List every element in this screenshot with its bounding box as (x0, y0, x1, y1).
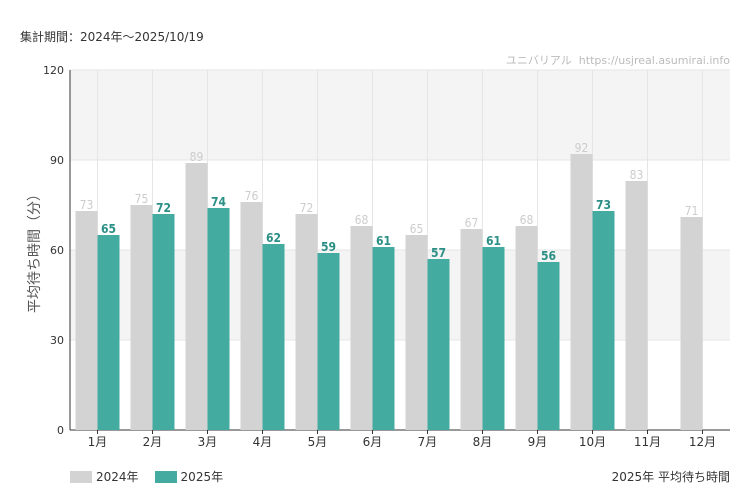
data-label: 83 (630, 168, 644, 182)
x-tick-label: 6月 (363, 435, 383, 449)
bar-2024年-8月 (460, 229, 483, 430)
y-tick-label: 30 (50, 334, 64, 347)
x-tick-label: 12月 (689, 435, 716, 449)
data-label: 74 (211, 195, 227, 209)
legend-swatch-2024 (70, 470, 92, 483)
x-tick-label: 9月 (528, 435, 548, 449)
y-tick-label: 90 (50, 154, 64, 167)
data-label: 89 (190, 150, 204, 164)
bar-2024年-4月 (240, 202, 263, 430)
site-name: ユニバリアル (505, 54, 572, 67)
data-label: 67 (465, 216, 479, 230)
x-tick-label: 7月 (418, 435, 438, 449)
data-label: 65 (101, 222, 116, 236)
site-url: https://usjreal.asumirai.info (578, 54, 730, 67)
legend-swatch-2025 (154, 470, 177, 483)
bar-2024年-5月 (295, 214, 318, 430)
chart-title: 2025年 平均待ち時間 (611, 470, 730, 484)
bar-2025年-9月 (537, 262, 560, 430)
data-label: 72 (156, 201, 171, 215)
plot-band (70, 70, 730, 160)
bar-2024年-6月 (350, 226, 373, 430)
x-tick-label: 4月 (253, 435, 273, 449)
bar-2025年-4月 (262, 244, 285, 430)
bar-2024年-9月 (515, 226, 538, 430)
x-tick-label: 3月 (198, 435, 218, 449)
site-credit: ユニバリアル https://usjreal.asumirai.info (506, 52, 730, 68)
y-tick-label: 120 (43, 64, 64, 77)
x-tick-label: 2月 (143, 435, 163, 449)
bar-2024年-7月 (405, 235, 428, 430)
bar-2024年-11月 (625, 181, 648, 430)
data-label: 62 (266, 231, 281, 245)
legend-label-2025: 2025年 (180, 470, 224, 484)
data-label: 68 (355, 213, 369, 227)
legend: 2024年 2025年 (70, 468, 223, 485)
data-label: 65 (410, 222, 424, 236)
data-label: 75 (135, 192, 149, 206)
data-label: 72 (300, 201, 314, 215)
data-label: 76 (245, 189, 259, 203)
data-label: 92 (575, 141, 589, 155)
bar-2025年-1月 (97, 235, 120, 430)
data-label: 57 (431, 246, 446, 260)
x-tick-label: 1月 (88, 435, 108, 449)
collection-period-text: 集計期間：2024年～2025/10/19 (20, 30, 204, 44)
bar-2024年-3月 (185, 163, 208, 430)
x-tick-label: 10月 (579, 435, 606, 449)
data-label: 68 (520, 213, 534, 227)
bar-2025年-6月 (372, 247, 395, 430)
collection-period: 集計期間：2024年～2025/10/19 (20, 28, 204, 45)
data-label: 59 (321, 240, 336, 254)
data-label: 71 (685, 204, 699, 218)
x-tick-label: 8月 (473, 435, 493, 449)
plot-band (70, 250, 730, 340)
bar-2024年-12月 (680, 217, 703, 430)
legend-item-2024[interactable]: 2024年 (70, 468, 139, 485)
data-label: 56 (541, 249, 556, 263)
bar-2025年-3月 (207, 208, 230, 430)
legend-item-2025[interactable]: 2025年 (154, 468, 224, 485)
bar-2025年-2月 (152, 214, 175, 430)
legend-label-2024: 2024年 (96, 470, 139, 484)
data-label: 61 (486, 234, 501, 248)
bar-2025年-10月 (592, 211, 615, 430)
x-tick-label: 11月 (634, 435, 661, 449)
bar-2025年-8月 (482, 247, 505, 430)
bar-2024年-2月 (130, 205, 153, 430)
bar-2024年-10月 (570, 154, 593, 430)
y-tick-label: 0 (57, 424, 64, 437)
y-tick-label: 60 (50, 244, 64, 257)
x-tick-label: 5月 (308, 435, 328, 449)
data-label: 73 (596, 198, 611, 212)
data-label: 61 (376, 234, 391, 248)
data-label: 73 (80, 198, 94, 212)
bar-2024年-1月 (75, 211, 98, 430)
bar-2025年-7月 (427, 259, 450, 430)
bar-2025年-5月 (317, 253, 340, 430)
